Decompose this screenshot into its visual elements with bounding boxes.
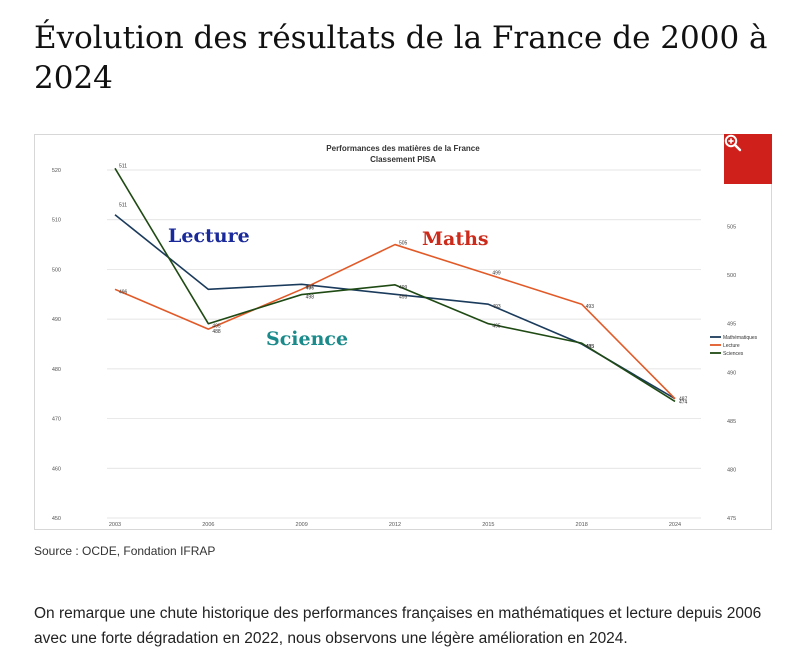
- x-tick-label: 2024: [669, 522, 681, 528]
- data-label: 496: [119, 289, 128, 295]
- data-label: 498: [306, 295, 315, 301]
- data-label: 497: [306, 284, 315, 290]
- data-label: 499: [492, 270, 501, 276]
- data-label: 495: [399, 294, 408, 300]
- legend-label: Sciences: [723, 351, 744, 357]
- annotation-lecture: Lecture: [168, 225, 250, 247]
- x-tick-label: 2018: [576, 522, 588, 528]
- x-tick-label: 2012: [389, 522, 401, 528]
- right-tick-label: 480: [727, 467, 736, 473]
- body-paragraph: On remarque une chute historique des per…: [34, 605, 762, 647]
- left-tick-label: 490: [52, 317, 61, 323]
- left-tick-label: 460: [52, 466, 61, 472]
- left-tick-label: 480: [52, 367, 61, 373]
- data-label: 496: [306, 285, 315, 291]
- zoom-button[interactable]: [724, 134, 772, 184]
- data-label: 495: [212, 324, 221, 330]
- data-label: 493: [492, 304, 501, 310]
- data-label: 487: [679, 396, 688, 402]
- data-label: 488: [212, 329, 221, 335]
- series-line-sciences: [114, 167, 676, 403]
- series-line-lecture: [114, 243, 676, 400]
- x-tick-label: 2003: [109, 522, 121, 528]
- chart-subtitle: Classement PISA: [370, 155, 436, 164]
- right-tick-label: 490: [727, 370, 736, 376]
- page-title: Évolution des résultats de la France de …: [34, 20, 768, 96]
- data-label: 511: [119, 203, 127, 209]
- left-tick-label: 450: [52, 516, 61, 522]
- x-tick-label: 2006: [202, 522, 214, 528]
- data-label: 493: [586, 344, 595, 350]
- right-tick-label: 505: [727, 225, 736, 231]
- left-tick-label: 470: [52, 417, 61, 423]
- x-tick-label: 2015: [482, 522, 494, 528]
- zoom-in-icon: [724, 134, 742, 152]
- annotation-maths: Maths: [422, 228, 489, 250]
- data-label: 493: [586, 304, 595, 310]
- left-tick-label: 500: [52, 267, 61, 273]
- legend-label: Mathématiques: [723, 335, 758, 341]
- line-chart: Performances des matières de la France C…: [52, 144, 758, 528]
- source-caption: Source : OCDE, Fondation IFRAP: [34, 544, 216, 558]
- annotation-science: Science: [266, 328, 348, 350]
- right-tick-label: 475: [727, 516, 736, 522]
- legend-label: Lecture: [723, 343, 740, 349]
- left-tick-label: 510: [52, 218, 61, 224]
- right-tick-label: 495: [727, 322, 736, 328]
- data-label: 485: [586, 344, 595, 350]
- data-label: 474: [679, 400, 688, 406]
- right-tick-label: 485: [727, 419, 736, 425]
- data-label: 499: [399, 285, 408, 291]
- x-tick-label: 2009: [296, 522, 308, 528]
- chart-figure: Performances des matières de la France C…: [34, 134, 772, 530]
- data-label: 511: [119, 163, 127, 169]
- chart-title: Performances des matières de la France: [326, 144, 480, 153]
- right-tick-label: 500: [727, 273, 736, 279]
- left-tick-label: 520: [52, 168, 61, 174]
- data-label: 505: [399, 241, 408, 247]
- data-label: 495: [492, 324, 501, 330]
